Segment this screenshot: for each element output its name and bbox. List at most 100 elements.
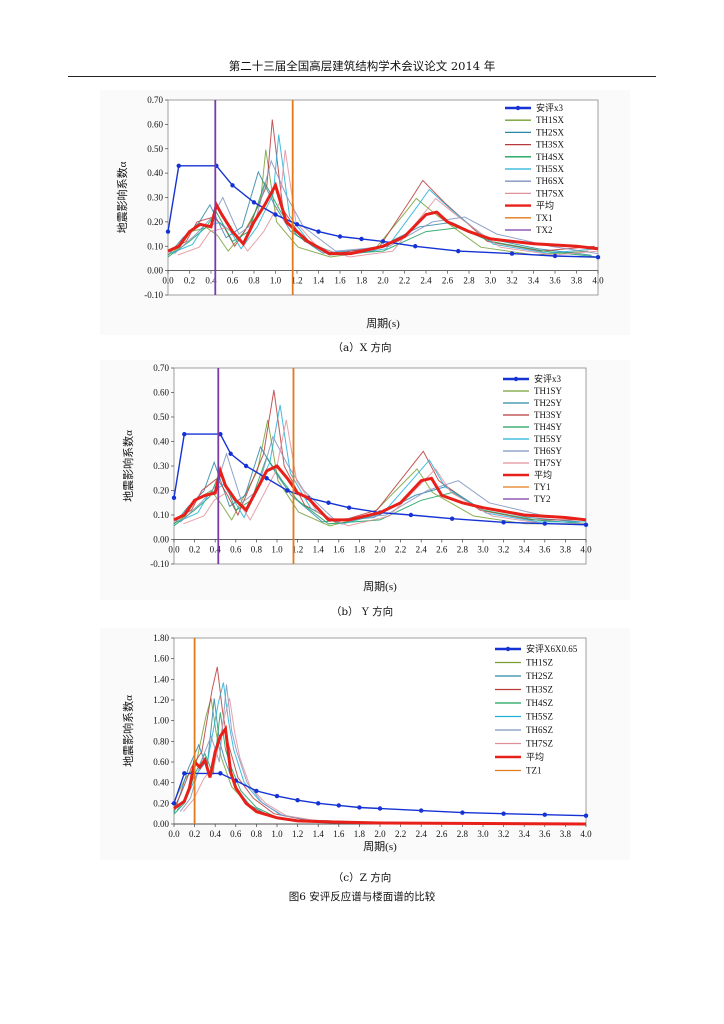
y-tick-label: 0.10 (147, 241, 163, 251)
design-spectrum-point (254, 788, 259, 794)
design-spectrum-point (294, 222, 300, 227)
legend-label: TY2 (534, 494, 551, 504)
design-spectrum-point (460, 810, 465, 815)
x-tick-label: 3.8 (560, 545, 572, 555)
y-tick-label: 1.00 (153, 716, 169, 726)
y-tick-label: 0.80 (153, 736, 169, 746)
x-tick-label: 0.6 (230, 829, 242, 839)
x-tick-label: 3.2 (498, 829, 509, 839)
y-tick-label: 1.60 (153, 654, 169, 664)
legend-marker (515, 105, 521, 111)
x-tick-label: 2.2 (395, 545, 406, 555)
chart-x-svg: 0.70 0.60 0.50 0.40 0.30 0.20 0.10 0.00 -0.10 0.0… (100, 90, 630, 335)
design-spectrum-point (336, 803, 341, 808)
legend-label: TH5SY (534, 434, 563, 444)
legend-marker (513, 376, 519, 382)
average-curve (173, 464, 587, 522)
design-spectrum-point (583, 813, 589, 818)
y-tick-label: 0.40 (153, 778, 169, 788)
y-axis-label: 地震影响系数α (116, 161, 129, 233)
x-tick-label: 3.0 (477, 545, 489, 555)
x-axis-label: 周期(s) (363, 580, 397, 593)
design-spectrum-point (408, 512, 414, 518)
x-tick-label: 2.2 (399, 276, 410, 286)
y-tick-label: 0.70 (147, 95, 163, 105)
x-tick-label: 1.0 (271, 829, 283, 839)
legend-label: TH1SZ (526, 658, 553, 668)
x-tick-label: 1.6 (334, 276, 346, 286)
legend-label: TY1 (534, 482, 551, 492)
caption-y: （b） Y 方向 (330, 606, 394, 618)
x-tick-label: 2.0 (374, 545, 386, 555)
x-tick-label: 0.8 (251, 545, 263, 555)
legend-label: 平均 (526, 751, 544, 762)
x-tick-label: 2.0 (374, 829, 386, 839)
legend-label: 平均 (536, 200, 554, 211)
x-tick-label: 3.6 (539, 829, 551, 839)
x-tick-label: 4.0 (580, 829, 592, 839)
plot-area (173, 637, 587, 825)
x-tick-label: 3.2 (506, 276, 517, 286)
x-tick-label: 4.0 (580, 545, 592, 555)
x-tick-label: 3.2 (498, 545, 509, 555)
x-tick-label: 0.4 (210, 545, 222, 555)
x-tick-label: 0.6 (227, 276, 239, 286)
record-curve-th5 (176, 404, 586, 525)
x-axis-label: 周期(s) (363, 840, 397, 853)
y-tick-label: 0.70 (153, 363, 169, 373)
y-tick-label: 0.20 (153, 798, 169, 808)
y-tick-label: 0.60 (153, 388, 169, 398)
design-spectrum-point (285, 488, 290, 493)
y-tick-label: 0.30 (147, 193, 163, 203)
design-spectrum-point (501, 520, 506, 525)
y-tick-label: 0.40 (153, 437, 169, 447)
x-tick-label: 3.8 (560, 829, 572, 839)
legend-label: TH4SZ (526, 698, 553, 708)
legend-label: TH6SX (536, 176, 565, 186)
average-curve (167, 181, 599, 256)
design-spectrum-line (173, 772, 587, 817)
x-tick-label: 1.8 (356, 276, 368, 286)
y-tick-label: 0.60 (153, 757, 169, 767)
x-axis-label: 周期(s) (366, 317, 400, 330)
design-spectrum-point (171, 495, 177, 501)
legend-label: 安评x3 (534, 373, 562, 384)
y-axis-label: 地震影响系数α (122, 695, 135, 767)
x-tick-label: 2.8 (457, 829, 469, 839)
x-tick-label: 1.8 (354, 829, 366, 839)
x-tick-label: 1.0 (270, 276, 282, 286)
x-tick-label: 0.4 (205, 276, 217, 286)
header-rule (68, 76, 656, 77)
design-spectrum-point (413, 244, 418, 249)
y-axis-label: 地震影响系数α (122, 430, 135, 502)
x-tick-label: 1.2 (292, 545, 303, 555)
design-spectrum-point (359, 236, 364, 242)
legend-label: TH4SX (536, 152, 565, 162)
legend-label: TH1SY (534, 386, 563, 396)
design-spectrum-point (274, 793, 280, 799)
legend-label: TH7SX (536, 188, 565, 198)
x-tick-label: 3.6 (549, 276, 561, 286)
y-tick-label: -0.10 (150, 559, 169, 569)
legend-label: TH6SZ (526, 725, 553, 735)
x-tick-label: 1.0 (271, 545, 283, 555)
design-spectrum-point (218, 431, 223, 437)
x-tick-label: 2.2 (395, 829, 406, 839)
design-spectrum-point (228, 451, 233, 456)
y-tick-label: 0.10 (153, 510, 169, 520)
x-tick-label: 2.6 (436, 829, 448, 839)
design-spectrum-point (357, 805, 362, 810)
chart-y-direction: 0.70 0.60 0.50 0.40 0.30 0.20 0.10 0.00 -0.10 0.0… (100, 360, 630, 604)
y-tick-label: -0.10 (144, 290, 163, 300)
x-tick-label: 0.0 (162, 276, 174, 286)
design-spectrum-point (456, 248, 461, 254)
plot-area (167, 99, 599, 296)
design-spectrum-point (165, 229, 171, 234)
record-curve-th7 (177, 149, 599, 258)
design-spectrum-point (346, 505, 352, 510)
design-spectrum-point (337, 234, 343, 239)
chart-x-direction: 0.70 0.60 0.50 0.40 0.30 0.20 0.10 0.00 -0.10 0.0… (100, 90, 630, 339)
design-spectrum-point (182, 431, 187, 437)
y-tick-label: 0.00 (153, 535, 169, 545)
caption-z: （c）Z 方向 (332, 872, 392, 884)
